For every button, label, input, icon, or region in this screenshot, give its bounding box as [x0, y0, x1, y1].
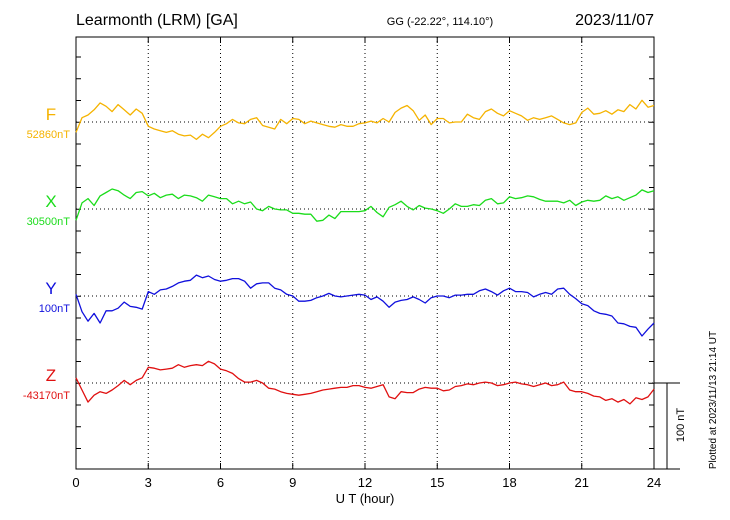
plotted-timestamp: Plotted at 2023/11/13 21:14 UT: [708, 331, 719, 469]
x-tick-label: 9: [289, 475, 296, 490]
x-tick-label: 0: [72, 475, 79, 490]
series-f: F 52860nT: [27, 99, 655, 141]
series-x: X 30500nT: [27, 188, 655, 228]
series-baseline-y: 100nT: [39, 303, 70, 315]
series-line-y: [75, 274, 655, 337]
coordinates-label: GG (-22.22°, 114.10°): [387, 16, 493, 28]
scale-bar-label: 100 nT: [675, 408, 687, 443]
x-axis-label: U T (hour): [336, 491, 395, 506]
station-title: Learmonth (LRM) [GA]: [76, 12, 238, 29]
x-tick-label: 12: [358, 475, 372, 490]
x-tick-label: 21: [575, 475, 589, 490]
y-minor-ticks: [76, 56, 654, 449]
series-name-y: Y: [45, 279, 56, 298]
date-label: 2023/11/07: [575, 12, 654, 29]
series-name-x: X: [45, 192, 56, 211]
x-ticks: 0 3 6 9 12 15 18 21 24: [72, 37, 661, 490]
series-baseline-x: 30500nT: [27, 216, 71, 228]
series-y: Y 100nT: [39, 274, 655, 337]
series-baseline-f: 52860nT: [27, 129, 71, 141]
x-tick-label: 6: [217, 475, 224, 490]
x-tick-label: 15: [430, 475, 444, 490]
x-tick-label: 24: [647, 475, 661, 490]
series-name-f: F: [46, 105, 56, 124]
series-z: Z -43170nT: [23, 360, 655, 405]
series-line-z: [75, 360, 655, 405]
grid-lines: [76, 37, 654, 469]
plot-area: 0 3 6 9 12 15 18 21 24 F 52860nT X 30500nT Y 100nT Z -43…: [23, 36, 680, 490]
series-line-f: [75, 99, 655, 141]
scale-bar: [654, 382, 680, 470]
x-tick-label: 3: [145, 475, 152, 490]
x-tick-label: 18: [502, 475, 516, 490]
series-line-x: [75, 188, 655, 222]
series-name-z: Z: [46, 366, 56, 385]
series-baseline-z: -43170nT: [23, 390, 70, 402]
